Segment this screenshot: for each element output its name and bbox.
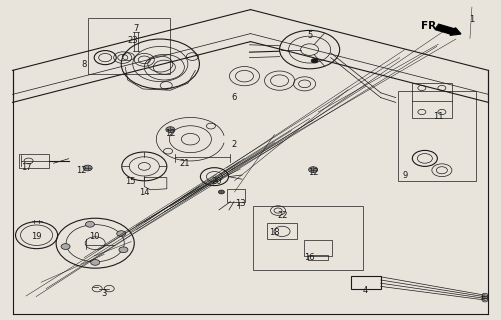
- Text: 11: 11: [433, 112, 443, 121]
- Bar: [304, 240, 332, 256]
- FancyArrow shape: [435, 24, 461, 35]
- Circle shape: [309, 167, 318, 172]
- Text: 12: 12: [76, 166, 86, 175]
- Bar: [308, 255, 328, 260]
- Text: 1: 1: [469, 15, 474, 24]
- Bar: [351, 276, 381, 289]
- Bar: [412, 83, 452, 118]
- Text: 7: 7: [134, 24, 139, 33]
- Circle shape: [218, 190, 224, 194]
- Text: 14: 14: [139, 188, 149, 197]
- Text: 16: 16: [304, 253, 315, 262]
- Text: 23: 23: [127, 36, 138, 45]
- Text: 6: 6: [232, 93, 237, 102]
- Text: FR.: FR.: [421, 20, 440, 31]
- Circle shape: [91, 260, 100, 265]
- Bar: [19, 154, 49, 168]
- Text: 13: 13: [235, 199, 246, 208]
- Text: 10: 10: [89, 232, 99, 241]
- Text: 4: 4: [363, 286, 368, 295]
- Bar: [88, 18, 170, 74]
- Circle shape: [119, 247, 128, 253]
- Text: 9: 9: [402, 171, 407, 180]
- Text: 17: 17: [21, 163, 32, 172]
- Circle shape: [166, 127, 175, 132]
- Text: 15: 15: [125, 177, 135, 186]
- Bar: [227, 189, 245, 202]
- Text: 20: 20: [211, 177, 221, 186]
- Circle shape: [117, 231, 126, 236]
- Bar: [398, 91, 476, 181]
- Bar: [267, 223, 297, 239]
- Bar: [253, 206, 363, 270]
- Circle shape: [83, 165, 92, 171]
- Circle shape: [61, 244, 70, 249]
- Circle shape: [311, 59, 318, 63]
- Text: 12: 12: [165, 129, 175, 138]
- Text: 22: 22: [278, 211, 288, 220]
- Text: 2: 2: [232, 140, 237, 149]
- Text: 8: 8: [82, 60, 87, 69]
- Text: 18: 18: [269, 228, 280, 237]
- Text: 12: 12: [308, 168, 318, 177]
- Circle shape: [86, 221, 95, 227]
- Text: 21: 21: [179, 159, 189, 168]
- Text: 5: 5: [307, 31, 312, 40]
- Text: 19: 19: [31, 232, 41, 241]
- Text: 3: 3: [102, 289, 107, 298]
